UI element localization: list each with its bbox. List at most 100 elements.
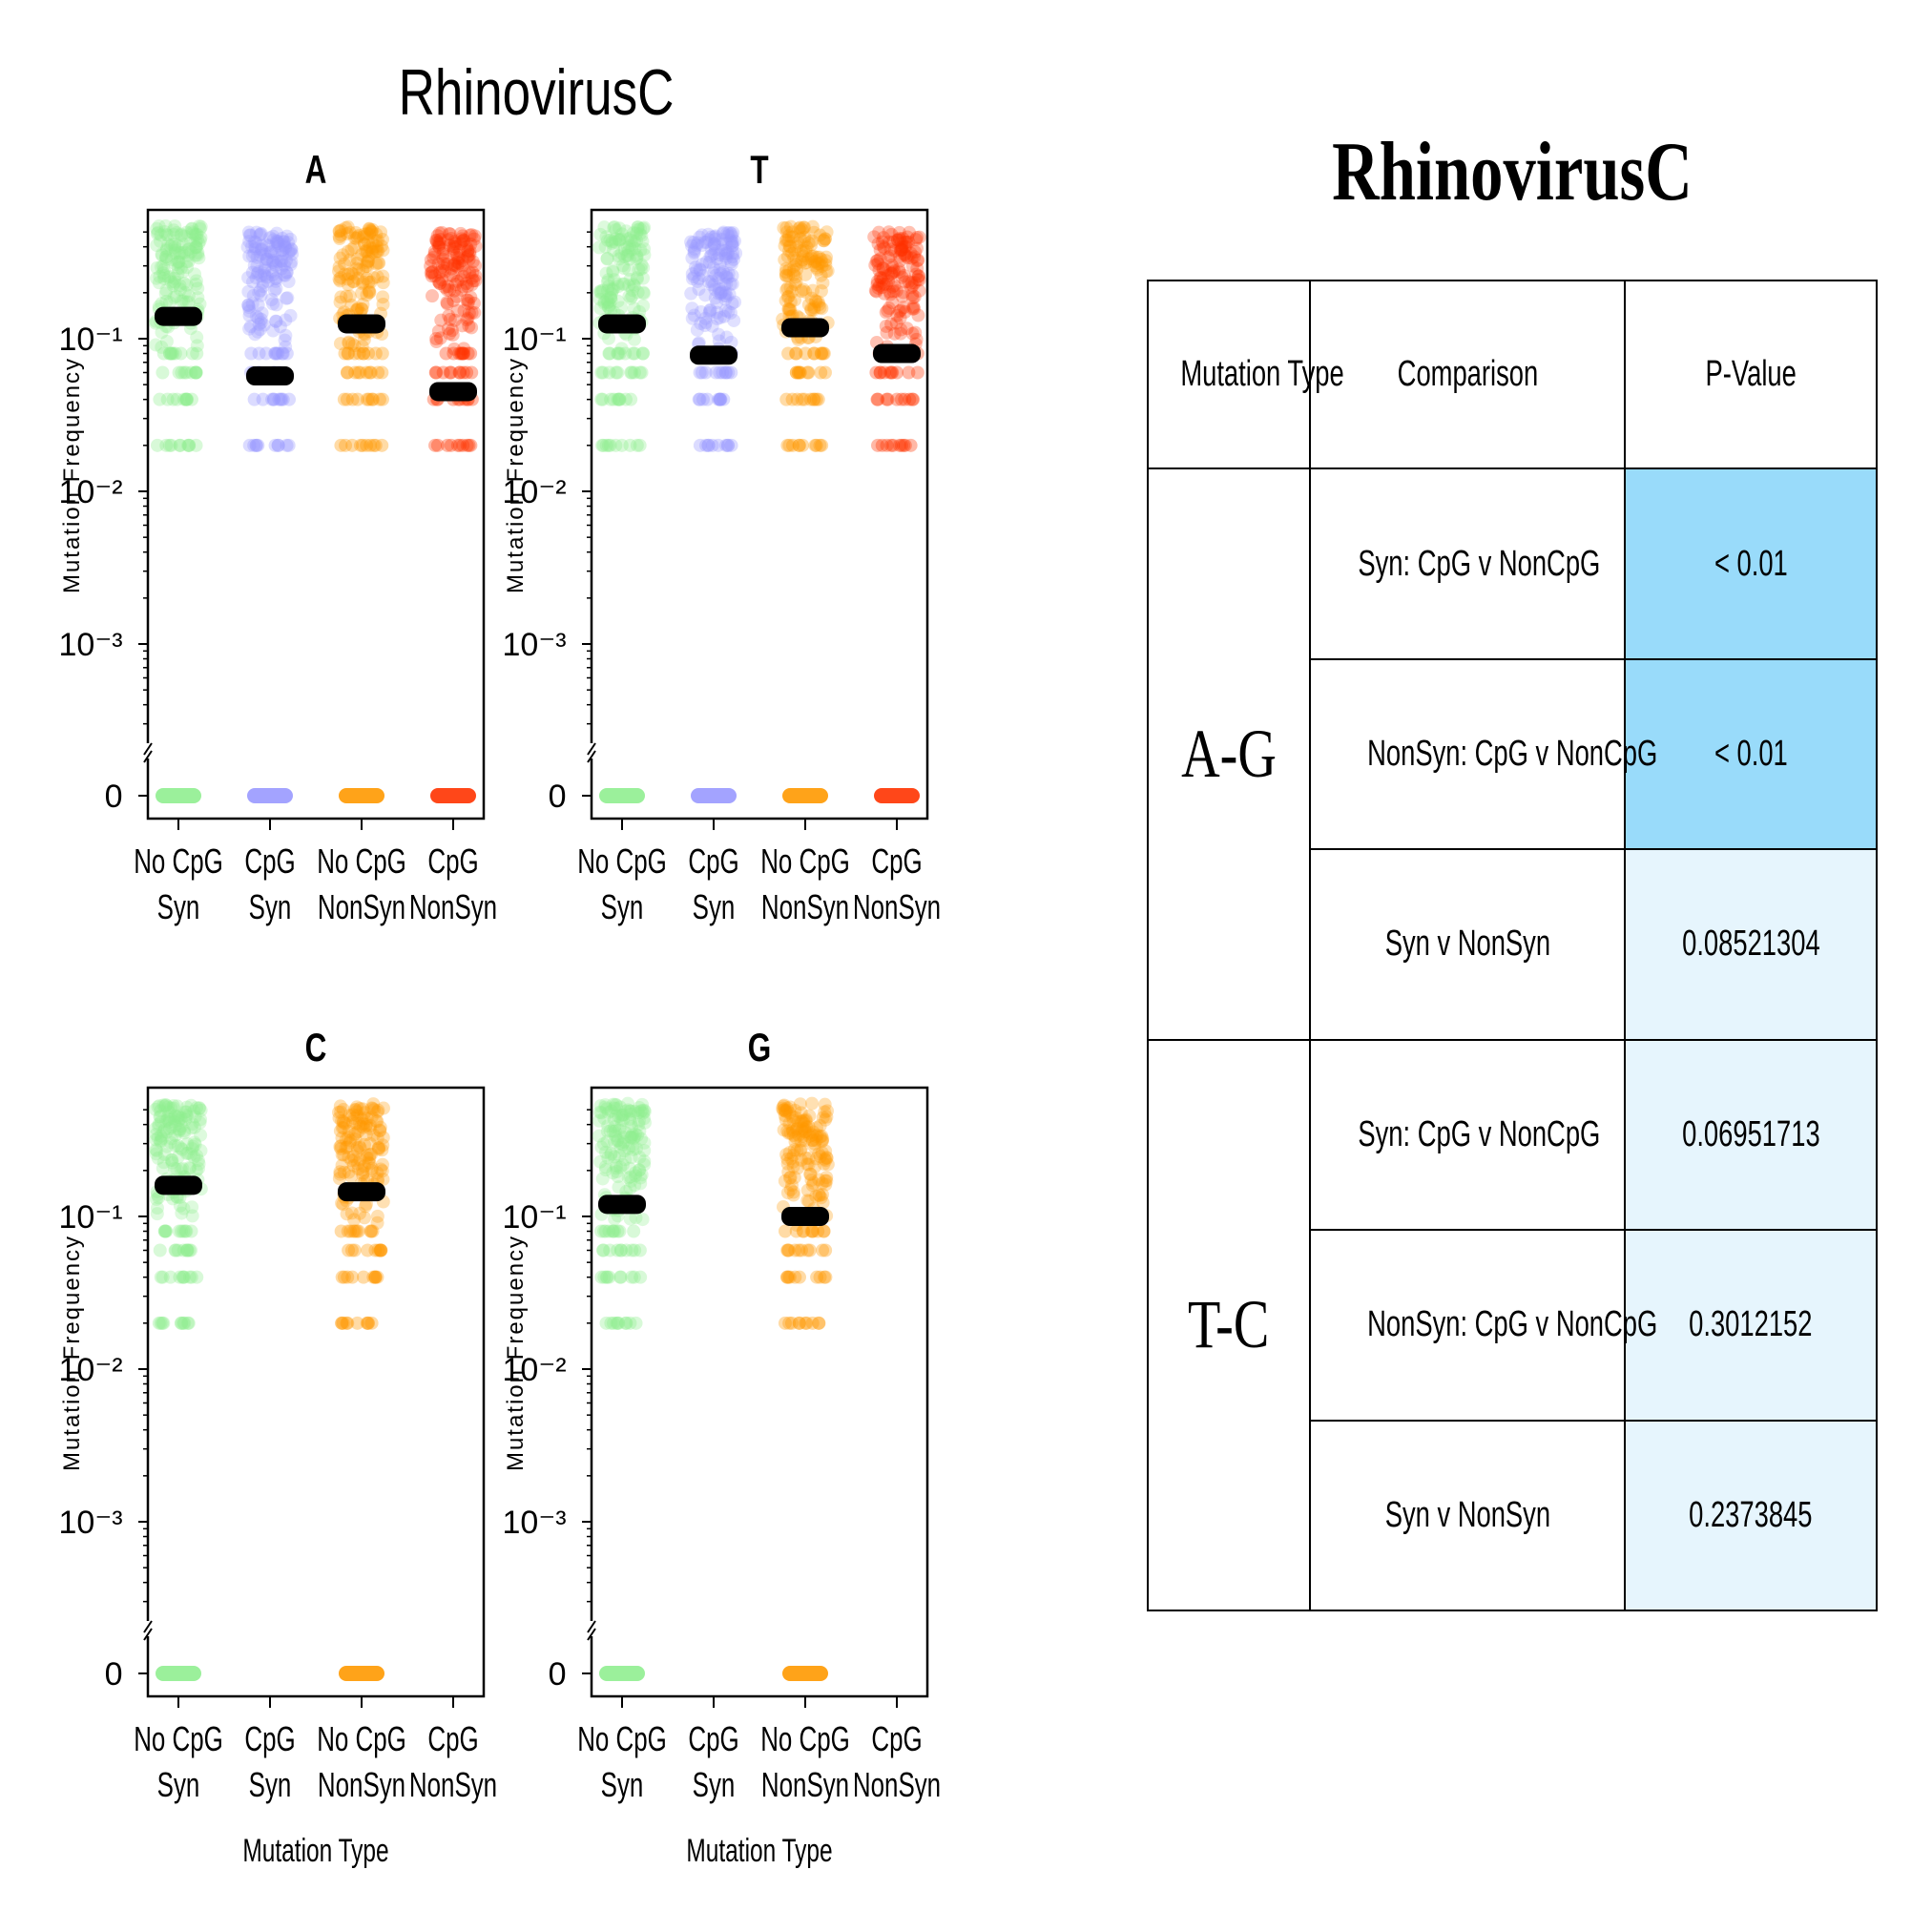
- data-point: [718, 243, 733, 258]
- data-point: [370, 1114, 384, 1129]
- data-point: [279, 328, 293, 343]
- data-point: [376, 276, 390, 290]
- data-point: [350, 1100, 364, 1114]
- data-point: [462, 253, 476, 267]
- data-point: [593, 301, 608, 316]
- data-point: [184, 1224, 198, 1238]
- data-point: [810, 250, 824, 264]
- data-point: [597, 220, 612, 235]
- data-point: [887, 326, 902, 341]
- data-point: [430, 229, 445, 243]
- data-point: [454, 282, 468, 297]
- data-point: [347, 1103, 362, 1117]
- data-point: [179, 1146, 194, 1160]
- data-point: [798, 392, 812, 406]
- data-point: [796, 282, 810, 297]
- zero-point-band: [599, 788, 645, 803]
- data-point: [260, 252, 274, 266]
- data-point: [685, 301, 699, 316]
- data-point: [342, 346, 356, 361]
- data-point: [190, 1149, 204, 1163]
- data-point: [787, 243, 801, 258]
- data-point: [356, 346, 370, 361]
- x-axis-label: Mutation Type: [686, 1833, 832, 1869]
- data-point: [894, 438, 908, 452]
- data-point: [911, 273, 925, 287]
- data-point: [601, 295, 615, 309]
- data-point: [265, 245, 280, 260]
- data-point: [272, 255, 286, 269]
- data-point: [879, 319, 893, 333]
- data-point: [805, 1096, 820, 1111]
- data-point: [881, 251, 895, 265]
- plot-frame: [590, 208, 929, 821]
- data-point: [457, 303, 471, 318]
- data-point: [785, 246, 800, 260]
- data-point: [347, 1153, 362, 1168]
- data-point: [167, 1114, 181, 1129]
- data-point: [887, 243, 902, 258]
- data-point: [271, 239, 285, 253]
- data-point: [189, 274, 203, 288]
- data-point: [717, 225, 731, 239]
- series-points: [240, 225, 300, 803]
- data-point: [811, 257, 825, 271]
- data-point: [357, 1116, 371, 1131]
- data-point: [599, 438, 613, 452]
- data-point: [789, 258, 803, 272]
- data-point: [177, 1316, 191, 1330]
- data-point: [796, 438, 810, 452]
- data-point: [882, 235, 896, 249]
- data-point: [248, 239, 262, 254]
- data-point: [376, 1138, 390, 1153]
- data-point: [698, 365, 713, 380]
- data-point: [461, 244, 475, 259]
- data-point: [685, 267, 699, 281]
- data-point: [366, 1097, 381, 1111]
- data-point: [450, 303, 465, 318]
- data-point: [779, 233, 794, 247]
- data-point: [785, 438, 800, 452]
- data-point: [168, 246, 182, 260]
- data-point: [817, 1224, 831, 1238]
- data-point: [338, 267, 352, 281]
- data-point: [882, 225, 896, 239]
- data-point: [450, 248, 465, 262]
- data-point: [333, 1139, 347, 1153]
- data-point: [791, 236, 805, 250]
- data-point: [345, 1114, 360, 1129]
- data-point: [883, 242, 898, 257]
- data-point: [167, 223, 181, 238]
- data-point: [355, 247, 369, 261]
- data-point: [341, 1224, 355, 1238]
- data-point: [182, 241, 197, 256]
- data-point: [707, 230, 721, 244]
- data-point: [807, 301, 821, 315]
- data-point: [456, 269, 470, 283]
- data-point: [910, 254, 924, 268]
- data-point: [336, 248, 350, 262]
- x-tick-label: Syn: [249, 888, 292, 926]
- data-point: [632, 1117, 646, 1132]
- data-point: [874, 271, 888, 285]
- data-point: [263, 231, 278, 245]
- data-point: [269, 274, 283, 288]
- data-point: [721, 438, 736, 452]
- data-point: [446, 269, 460, 283]
- data-point: [593, 284, 608, 299]
- data-point: [368, 346, 383, 361]
- data-point: [442, 226, 456, 240]
- data-point: [194, 1103, 208, 1117]
- data-point: [447, 294, 461, 308]
- data-point: [693, 392, 707, 406]
- data-point: [375, 365, 389, 380]
- data-point: [685, 239, 699, 253]
- y-tick-label: 10⁻²: [503, 1352, 567, 1388]
- x-tick-label: CpG: [871, 1720, 922, 1758]
- data-point: [173, 1122, 187, 1136]
- series-points: [332, 1097, 390, 1681]
- data-point: [167, 277, 181, 291]
- data-point: [815, 1146, 829, 1160]
- data-point: [184, 1147, 198, 1161]
- data-point: [813, 301, 827, 315]
